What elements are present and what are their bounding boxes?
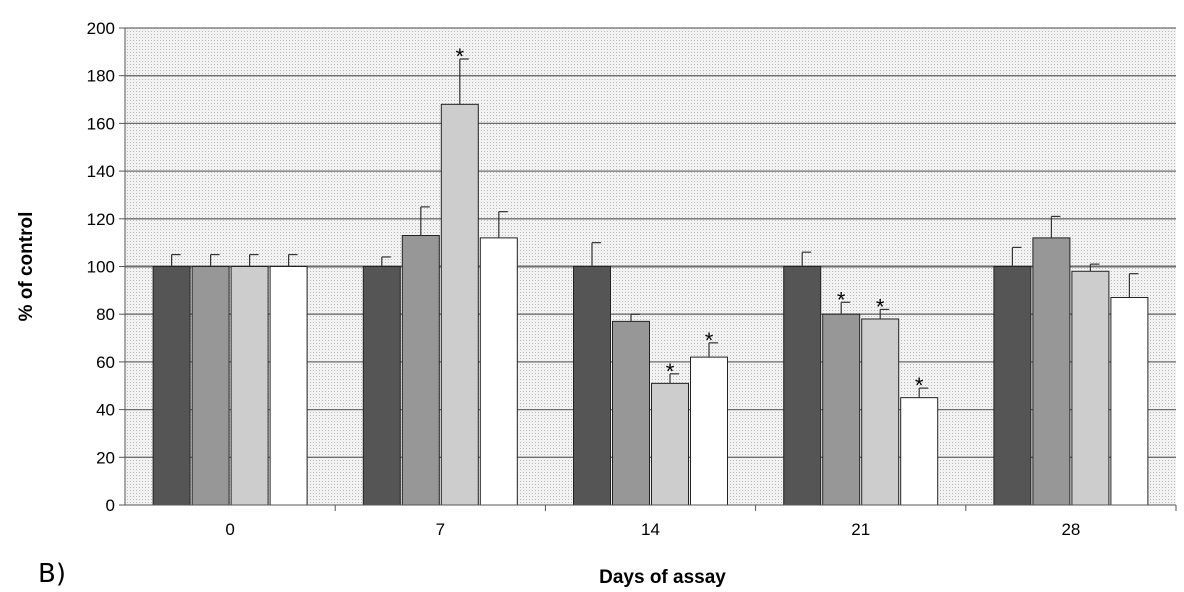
x-tick-label: 0 — [225, 520, 234, 539]
x-tick-label: 21 — [851, 520, 870, 539]
y-tick-label: 40 — [96, 401, 115, 420]
bar — [651, 382, 689, 506]
y-tick-label: 60 — [96, 353, 115, 372]
x-tick-label: 14 — [641, 520, 660, 539]
bar — [900, 397, 939, 506]
bar — [861, 318, 900, 506]
significance-marker: * — [915, 373, 924, 398]
y-tick-label: 20 — [96, 448, 115, 467]
y-tick-label: 80 — [96, 305, 115, 324]
x-tick-label: 28 — [1061, 520, 1080, 539]
bar — [230, 266, 269, 506]
bar — [612, 320, 650, 506]
bars: * * * * * * — [152, 44, 1149, 506]
bar — [440, 103, 479, 506]
bar — [993, 266, 1032, 506]
bar — [479, 237, 518, 506]
y-tick-label: 180 — [87, 67, 115, 86]
bar — [783, 266, 822, 506]
y-tick-label: 100 — [87, 258, 115, 277]
bar — [191, 266, 230, 506]
bar — [269, 266, 308, 506]
bar — [362, 266, 401, 506]
y-axis-title: % of control — [16, 212, 37, 322]
bar — [573, 266, 611, 506]
bar — [1071, 270, 1110, 506]
panel-label: B) — [38, 559, 66, 589]
bar — [822, 313, 861, 506]
bar — [690, 356, 728, 506]
y-tick-label: 200 — [87, 19, 115, 38]
y-tick-label: 120 — [87, 210, 115, 229]
significance-marker: * — [705, 328, 714, 353]
x-axis-title: Days of assay — [599, 567, 726, 588]
significance-marker: * — [837, 287, 846, 312]
bar — [1032, 237, 1071, 506]
x-tick-label: 7 — [436, 520, 445, 539]
significance-marker: * — [666, 359, 675, 384]
bar — [152, 266, 191, 506]
y-tick-label: 140 — [87, 162, 115, 181]
significance-marker: * — [876, 294, 885, 319]
y-tick-label: 0 — [106, 496, 115, 515]
significance-marker: * — [456, 44, 465, 69]
bar — [1110, 297, 1149, 506]
bar — [401, 234, 440, 506]
y-tick-label: 160 — [87, 114, 115, 133]
axes: 0 20 40 60 80 100 120 140 160 180 200 0 7 14 21 28 — [87, 19, 1177, 539]
